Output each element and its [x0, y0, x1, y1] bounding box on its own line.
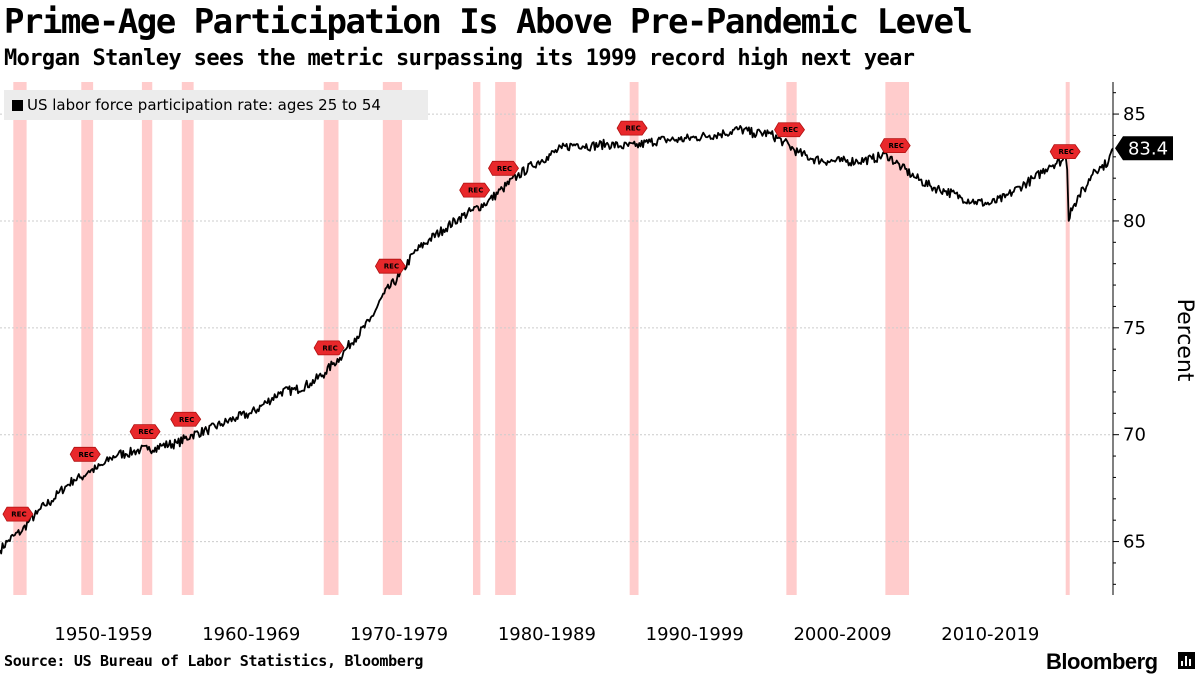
rec-marker-shape — [313, 340, 345, 356]
rec-marker-shape — [69, 446, 101, 462]
rec-marker-label: REC — [384, 263, 399, 271]
rec-marker-shape — [879, 138, 911, 154]
rec-marker: REC — [129, 424, 161, 440]
rec-marker: REC — [374, 258, 406, 274]
x-tick-label: 2000-2009 — [793, 624, 891, 645]
recession-band — [495, 82, 516, 595]
x-tick-label: 2010-2019 — [941, 624, 1039, 645]
rec-marker-shape — [1049, 144, 1081, 160]
source-note: Source: US Bureau of Labor Statistics, B… — [4, 652, 424, 670]
rec-marker: REC — [1049, 144, 1081, 160]
last-value-callout: 83.4 — [1115, 136, 1173, 161]
gridlines — [0, 113, 1113, 543]
recession-band — [629, 82, 639, 595]
legend-label: US labor force participation rate: ages … — [27, 96, 381, 114]
rec-marker-label: REC — [79, 451, 94, 459]
recession-band — [141, 82, 153, 595]
recession-band — [382, 82, 403, 595]
recession-band — [472, 82, 481, 595]
rec-marker-label: REC — [625, 125, 640, 133]
y-tick-label: 85 — [1123, 104, 1146, 125]
y-axis-label: Percent — [1172, 299, 1197, 382]
rec-marker-label: REC — [11, 511, 26, 519]
x-tick-label: 1980-1989 — [498, 624, 596, 645]
rec-marker-label: REC — [1059, 148, 1074, 156]
rec-marker: REC — [313, 340, 345, 356]
y-tick-label: 80 — [1123, 211, 1146, 232]
last-value-label: 83.4 — [1128, 138, 1168, 159]
axes: 65 70 75 80 85 1950-1959 1960-1969 1970-1979 198… — [54, 82, 1173, 645]
rec-marker-shape — [459, 182, 491, 198]
rec-marker-shape — [488, 160, 519, 176]
rec-marker-label: REC — [497, 165, 512, 173]
recession-band — [885, 82, 910, 595]
rec-marker: REC — [488, 160, 519, 176]
recession-band — [81, 82, 94, 595]
legend: US labor force participation rate: ages … — [4, 90, 428, 120]
rec-marker-label: REC — [468, 187, 483, 195]
rec-marker-shape — [374, 258, 406, 274]
recession-markers: REC REC REC REC REC REC REC REC REC REC REC REC — [2, 120, 1081, 522]
recession-bands — [13, 82, 1070, 595]
rec-marker-label: REC — [138, 428, 153, 436]
recession-band — [323, 82, 339, 595]
x-tick-label: 1970-1979 — [350, 624, 448, 645]
bloomberg-icon — [1178, 652, 1195, 669]
brand-logo: Bloomberg — [1046, 649, 1158, 674]
chart-subtitle: Morgan Stanley sees the metric surpassin… — [4, 46, 915, 71]
last-value-box — [1115, 136, 1173, 161]
rec-marker-label: REC — [179, 416, 194, 424]
rec-marker-shape — [170, 411, 202, 427]
rec-marker: REC — [879, 138, 911, 154]
rec-marker: REC — [774, 122, 806, 138]
rec-marker: REC — [69, 446, 101, 462]
y-tick-label: 75 — [1123, 318, 1146, 339]
x-tick-label: 1960-1969 — [202, 624, 300, 645]
rec-marker: REC — [459, 182, 491, 198]
chart-title: Prime-Age Participation Is Above Pre-Pan… — [4, 2, 973, 42]
series-layer — [0, 125, 1114, 555]
rec-marker-shape — [616, 120, 648, 136]
rec-marker-label: REC — [783, 126, 798, 134]
recession-band — [13, 82, 27, 595]
recession-band — [786, 82, 797, 595]
rec-marker: REC — [170, 411, 202, 427]
x-tick-label: 1950-1959 — [54, 624, 152, 645]
rec-marker: REC — [616, 120, 648, 136]
recession-band — [181, 82, 194, 595]
series-line — [0, 125, 1114, 555]
recession-band — [1065, 82, 1070, 595]
rec-marker: REC — [2, 506, 34, 522]
rec-marker-shape — [774, 122, 806, 138]
y-tick-label: 70 — [1123, 425, 1146, 446]
rec-marker-shape — [2, 506, 34, 522]
x-tick-label: 1990-1999 — [646, 624, 744, 645]
rec-marker-shape — [129, 424, 161, 440]
rec-marker-label: REC — [322, 344, 337, 352]
y-tick-label: 65 — [1123, 532, 1146, 553]
legend-swatch — [12, 99, 23, 111]
rec-marker-label: REC — [889, 142, 904, 150]
